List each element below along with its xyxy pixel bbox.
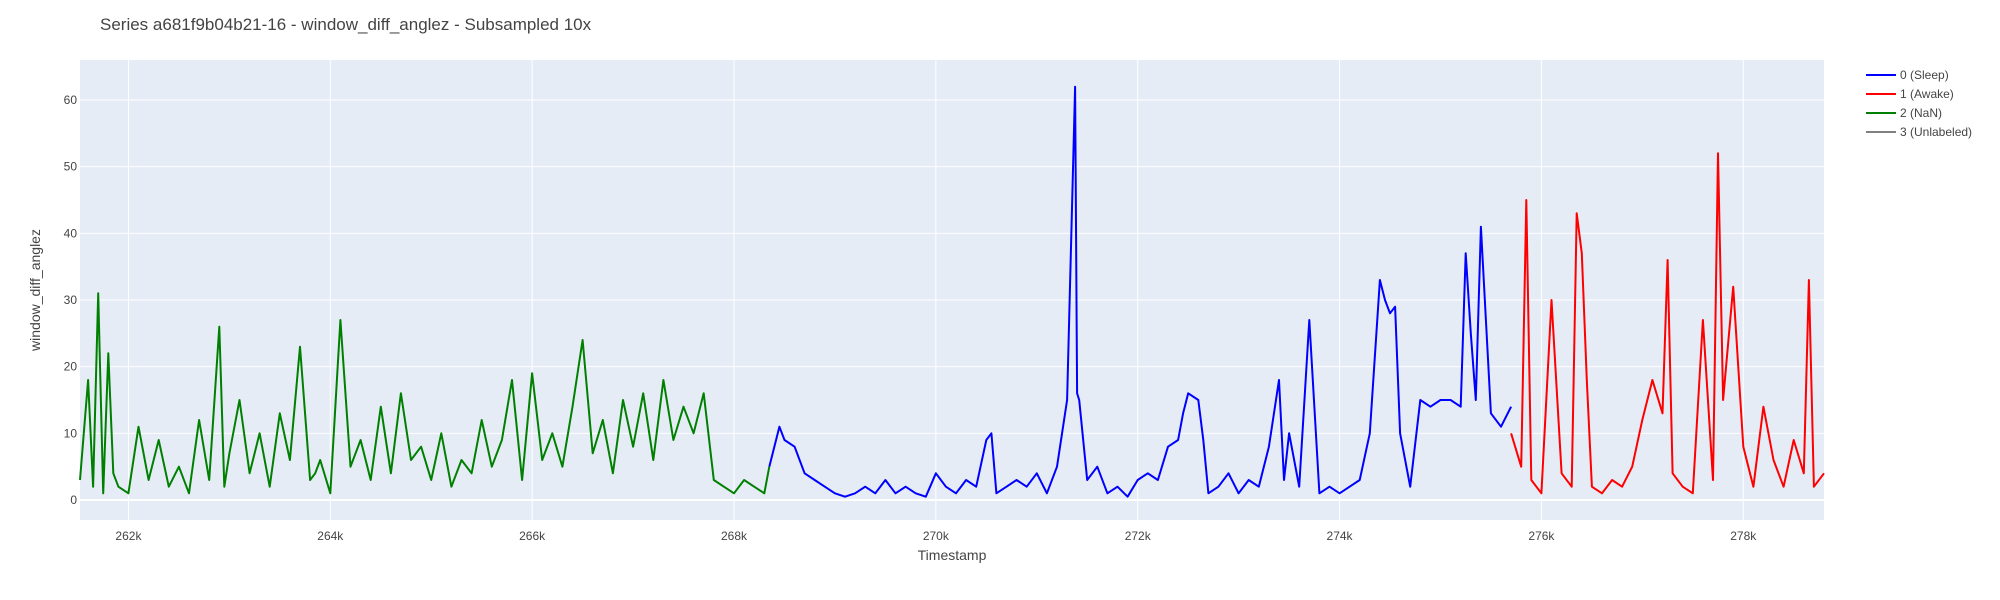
y-tick-label: 60 xyxy=(64,93,78,107)
x-tick-label: 276k xyxy=(1528,529,1555,543)
x-tick-label: 262k xyxy=(115,529,142,543)
x-tick-label: 270k xyxy=(923,529,950,543)
series-line-0 xyxy=(768,85,1512,498)
legend-item[interactable]: 0 (Sleep) xyxy=(1866,68,1949,82)
chart-title: Series a681f9b04b21-16 - window_diff_ang… xyxy=(100,15,592,34)
legend-label: 0 (Sleep) xyxy=(1900,68,1949,82)
x-tick-label: 272k xyxy=(1125,529,1152,543)
legend[interactable]: 0 (Sleep) 1 (Awake) 2 (NaN) 3 (Unlabeled) xyxy=(1866,68,1972,139)
y-axis-ticks: 0 10 20 30 40 50 60 xyxy=(64,93,78,507)
legend-label: 3 (Unlabeled) xyxy=(1900,125,1972,139)
y-tick-label: 10 xyxy=(64,426,78,440)
x-tick-label: 278k xyxy=(1730,529,1757,543)
y-tick-label: 50 xyxy=(64,160,78,174)
grid xyxy=(80,60,1824,520)
x-tick-label: 274k xyxy=(1327,529,1354,543)
legend-label: 1 (Awake) xyxy=(1900,87,1954,101)
x-axis-ticks: 262k 264k 266k 268k 270k 272k 274k 276k 278k xyxy=(115,529,1757,543)
x-axis-title: Timestamp xyxy=(918,547,987,563)
legend-label: 2 (NaN) xyxy=(1900,106,1942,120)
y-tick-label: 20 xyxy=(64,360,78,374)
series-line-1 xyxy=(1510,152,1825,495)
y-axis-title: window_diff_anglez xyxy=(27,229,43,352)
legend-item[interactable]: 3 (Unlabeled) xyxy=(1866,125,1972,139)
plot-area xyxy=(80,60,1824,520)
x-tick-label: 266k xyxy=(519,529,546,543)
series-layer xyxy=(79,85,1825,498)
series-line-2 xyxy=(79,292,771,495)
x-tick-label: 264k xyxy=(317,529,344,543)
y-tick-label: 40 xyxy=(64,226,78,240)
legend-item[interactable]: 1 (Awake) xyxy=(1866,87,1954,101)
y-tick-label: 0 xyxy=(70,493,77,507)
y-tick-label: 30 xyxy=(64,293,78,307)
legend-item[interactable]: 2 (NaN) xyxy=(1866,106,1942,120)
x-tick-label: 268k xyxy=(721,529,748,543)
